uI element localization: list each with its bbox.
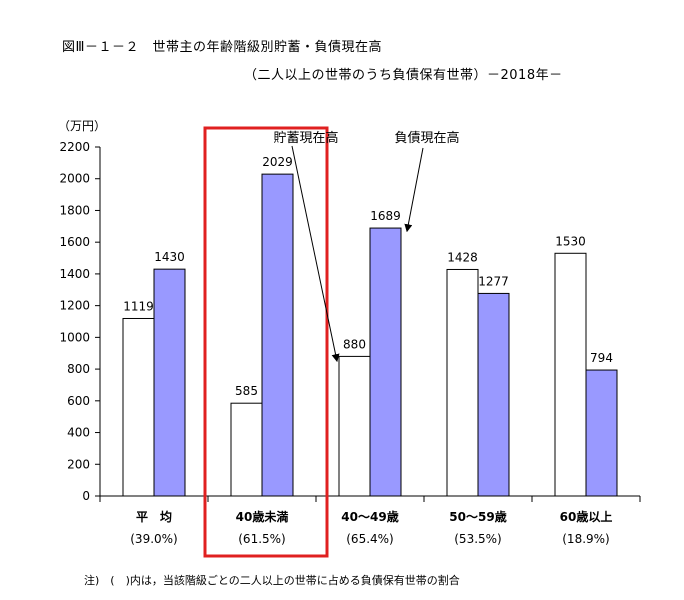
y-tick-label: 1000 <box>59 330 90 344</box>
savings-bar <box>554 252 587 497</box>
y-axis-unit-label: （万円） <box>58 119 107 133</box>
y-tick-label: 800 <box>67 362 90 376</box>
x-category-share-label: (39.0%) <box>130 532 177 546</box>
x-category-label: 60歳以上 <box>560 509 613 524</box>
debt-bar <box>585 369 618 497</box>
legend-savings-label: 貯蓄現在高 <box>273 130 338 146</box>
savings-value-label: 585 <box>235 384 258 398</box>
debt-bar <box>477 292 510 497</box>
y-tick-label: 2000 <box>59 172 90 186</box>
debt-bar <box>153 268 186 497</box>
x-category-label: 40歳未満 <box>236 509 289 524</box>
y-tick-label: 400 <box>67 426 90 440</box>
x-category-share-label: (65.4%) <box>346 532 393 546</box>
savings-value-label: 1119 <box>123 299 154 313</box>
y-tick-label: 200 <box>67 457 90 471</box>
savings-bar <box>446 268 479 497</box>
y-tick-label: 1200 <box>59 299 90 313</box>
y-tick-label: 1400 <box>59 267 90 281</box>
y-tick-label: 600 <box>67 394 90 408</box>
chart-subtitle: （二人以上の世帯のうち負債保有世帯）－2018年－ <box>244 68 563 83</box>
debt-value-label: 1689 <box>370 209 401 223</box>
savings-value-label: 1428 <box>447 250 478 264</box>
debt-value-label: 794 <box>590 351 613 365</box>
footnote: 注) ( )内は，当該階級ごとの二人以上の世帯に占める負債保有世帯の割合 <box>84 574 460 587</box>
y-tick-label: 2200 <box>59 140 90 154</box>
x-category-label: 50～59歳 <box>449 509 506 524</box>
savings-value-label: 1530 <box>555 234 586 248</box>
y-tick-label: 1600 <box>59 235 90 249</box>
x-category-share-label: (18.9%) <box>562 532 609 546</box>
debt-value-label: 1430 <box>154 250 185 264</box>
debt-bar <box>261 173 294 497</box>
debt-bar <box>369 227 402 497</box>
savings-bar <box>122 317 155 497</box>
x-category-label: 平 均 <box>136 509 172 524</box>
savings-bar <box>230 402 263 497</box>
chart-title: 図Ⅲ－１－２ 世帯主の年齢階級別貯蓄・負債現在高 <box>62 40 382 55</box>
savings-bar <box>338 355 371 497</box>
y-tick-label: 0 <box>82 489 90 503</box>
x-category-share-label: (61.5%) <box>238 532 285 546</box>
legend-savings-arrow <box>291 145 340 363</box>
x-category-share-label: (53.5%) <box>454 532 501 546</box>
highlight-box <box>203 126 329 558</box>
savings-value-label: 880 <box>343 337 366 351</box>
x-category-label: 40～49歳 <box>341 509 398 524</box>
legend-debt-label: 負債現在高 <box>394 130 459 146</box>
debt-value-label: 1277 <box>478 274 509 288</box>
y-tick-label: 1800 <box>59 203 90 217</box>
debt-value-label: 2029 <box>262 155 293 169</box>
legend-debt-arrow <box>404 147 424 233</box>
